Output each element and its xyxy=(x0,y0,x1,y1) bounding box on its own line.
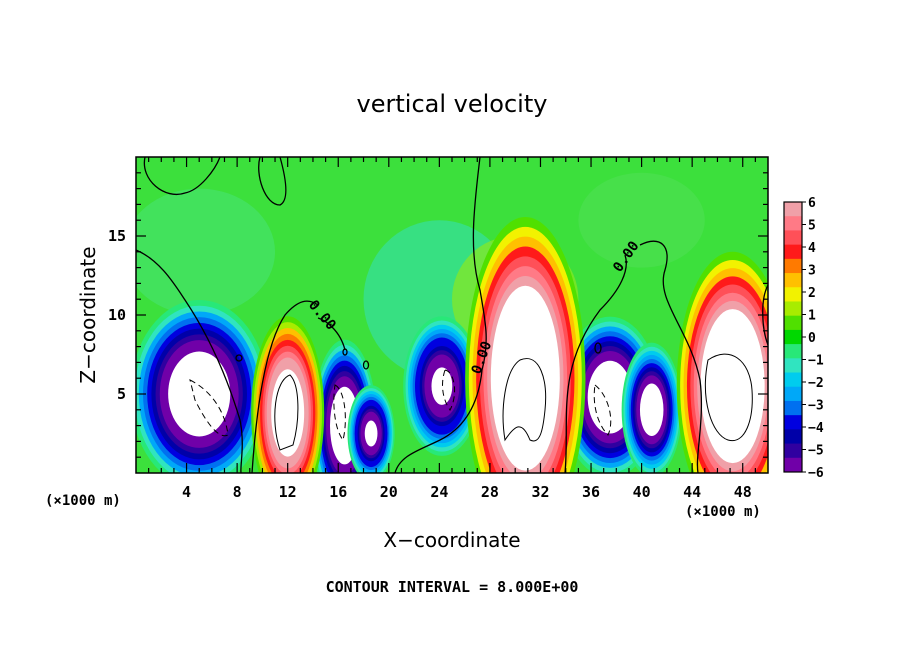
downdraft-contour xyxy=(442,369,456,411)
downdraft-contour xyxy=(593,384,612,436)
colorbar-swatch xyxy=(784,258,802,274)
x-unit-right: (×1000 m) xyxy=(685,504,761,520)
colorbar-swatch xyxy=(784,443,802,459)
zero-contour-line xyxy=(258,157,287,206)
x-tick-label: 28 xyxy=(481,483,499,501)
y-tick-label: 5 xyxy=(117,385,126,403)
downdraft-ring xyxy=(599,380,621,414)
colorbar-label: 1 xyxy=(808,309,816,324)
x-tick-label: 4 xyxy=(182,483,191,501)
updraft-contour xyxy=(502,358,547,442)
colorbar-label: 0 xyxy=(808,331,816,346)
x-tick-label: 44 xyxy=(683,483,701,501)
x-tick-label: 16 xyxy=(329,483,347,501)
colorbar-label: 5 xyxy=(808,219,816,234)
zero-contour-line xyxy=(639,240,703,473)
colorbar-label: 4 xyxy=(808,241,816,256)
colorbar-swatch xyxy=(784,372,802,388)
colorbar-swatch xyxy=(784,202,802,217)
small-contour xyxy=(362,360,370,370)
colorbar-label: −1 xyxy=(808,354,824,369)
x-tick-label: 20 xyxy=(380,483,398,501)
colorbar-swatch xyxy=(784,429,802,445)
y-tick-label: 10 xyxy=(108,306,126,324)
colorbar-swatch xyxy=(784,301,802,317)
updraft-ring xyxy=(280,392,296,434)
downdraft-contour xyxy=(333,384,346,442)
colorbar-swatch xyxy=(784,344,802,359)
zero-contour-line xyxy=(564,254,627,473)
colorbar-swatch xyxy=(784,230,802,246)
field-tint xyxy=(578,172,705,268)
colorbar-label: 6 xyxy=(808,196,816,211)
colorbar-swatch xyxy=(784,287,802,302)
updraft-contour xyxy=(274,374,299,451)
updraft-ring xyxy=(720,358,745,415)
x-axis-label: X−coordinate xyxy=(383,528,520,552)
updraft-ring xyxy=(512,344,538,412)
colorbar-label: −2 xyxy=(808,376,824,391)
colorbar-swatch xyxy=(784,329,802,345)
zero-contour-line xyxy=(472,157,487,371)
colorbar-swatch xyxy=(784,315,802,331)
x-tick-label: 48 xyxy=(734,483,752,501)
x-tick-label: 8 xyxy=(233,483,242,501)
x-tick-label: 40 xyxy=(633,483,651,501)
axis-ticks xyxy=(136,157,768,473)
colorbar: 6 5 4 3 2 1 0 −1 −2 −3 −4 −5 −6 xyxy=(783,196,824,481)
downdraft-ring xyxy=(366,423,377,444)
colorbar-label: −4 xyxy=(808,421,824,436)
contour-interval: CONTOUR INTERVAL = 8.000E+00 xyxy=(326,578,579,596)
y-tick-label: 15 xyxy=(108,227,126,245)
colorbar-label: −5 xyxy=(808,444,824,459)
colorbar-swatch xyxy=(784,216,802,231)
colorbar-swatch xyxy=(784,415,802,430)
chart-title: vertical velocity xyxy=(357,90,548,118)
velocity-field xyxy=(136,172,768,473)
x-tick-label: 36 xyxy=(582,483,600,501)
small-contour xyxy=(342,348,348,356)
x-tick-label: 12 xyxy=(279,483,297,501)
colorbar-swatch xyxy=(784,244,802,260)
colorbar-label: 2 xyxy=(808,286,816,301)
x-tick-label: 32 xyxy=(531,483,549,501)
small-contour xyxy=(594,342,602,354)
x-unit-left: (×1000 m) xyxy=(45,493,121,509)
downdraft-ring xyxy=(184,374,214,414)
colorbar-label: −3 xyxy=(808,399,824,414)
colorbar-label: −6 xyxy=(808,466,824,481)
downdraft-ring xyxy=(645,395,658,424)
colorbar-swatch xyxy=(784,358,802,374)
updraft-contour xyxy=(704,353,753,442)
colorbar-swatch xyxy=(784,400,802,416)
colorbar-swatch xyxy=(784,386,802,402)
zero-contour-line xyxy=(251,300,319,473)
colorbar-label: 3 xyxy=(808,264,816,279)
plot-area: 0.00 0.00 0.00 4 8 12 16 20 24 28 32 36 40 44 48510… xyxy=(108,156,769,501)
colorbar-swatch xyxy=(784,273,802,288)
y-axis-label: Z−coordinate xyxy=(76,246,100,383)
zero-contour-line xyxy=(317,317,346,351)
zero-contours xyxy=(136,157,768,473)
x-tick-label: 24 xyxy=(430,483,448,501)
downdraft-ring xyxy=(433,371,450,401)
field-tint xyxy=(136,188,276,315)
small-contour xyxy=(235,354,243,362)
zero-contour-line xyxy=(394,369,483,473)
zero-contour-line xyxy=(143,157,221,196)
colorbar-swatch xyxy=(784,457,802,473)
zero-contour-line xyxy=(136,249,243,473)
